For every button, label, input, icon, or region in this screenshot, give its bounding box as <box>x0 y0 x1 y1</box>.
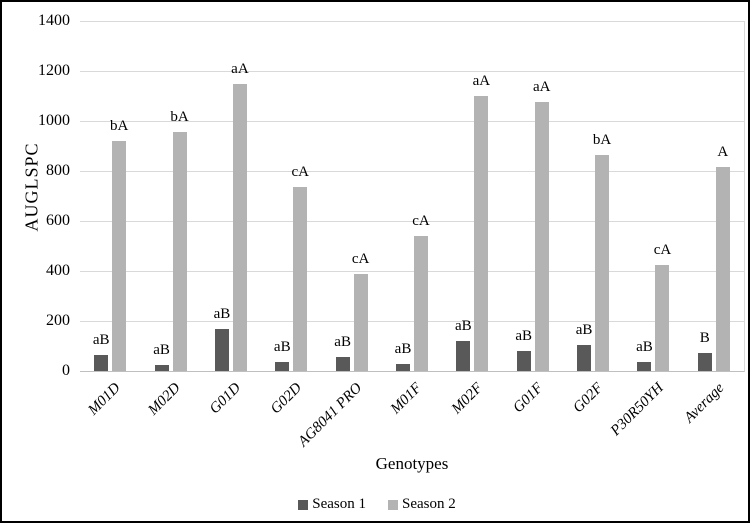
bar-season1-m02f <box>456 341 471 371</box>
x-category-label-m01d: M01D <box>85 380 124 419</box>
sig-label-season2-g02d: cA <box>291 164 310 181</box>
bar-season2-p30r50yh <box>655 264 670 371</box>
sig-label-season1-g01d: aB <box>213 305 231 322</box>
x-category-label-m02d: M02D <box>145 380 184 419</box>
sig-label-season2-p30r50yh: cA <box>653 241 672 258</box>
bar-season1-ag8041-pro <box>335 357 350 371</box>
x-category-label-g01d: G01D <box>206 380 245 418</box>
sig-label-season2-ag8041-pro: cA <box>351 250 370 267</box>
bar-season2-m01d <box>112 141 127 371</box>
sig-label-season1-m02d: aB <box>153 341 170 358</box>
bar-season1-average <box>697 353 712 371</box>
bar-season2-m02f <box>474 96 489 371</box>
y-tick-label-600: 600 <box>46 212 70 229</box>
sig-label-season2-g02f: bA <box>592 131 612 148</box>
x-category-label-average: Average <box>681 380 728 427</box>
sig-label-season2-m01d: bA <box>110 118 129 134</box>
legend: Season 1 Season 2 <box>2 496 748 513</box>
bar-season1-m02d <box>154 364 169 371</box>
bar-season1-g02d <box>275 362 290 371</box>
sig-label-season2-m01f: cA <box>412 213 430 229</box>
y-tick-label-1000: 1000 <box>38 112 70 129</box>
bar-season2-m02d <box>172 132 187 371</box>
bar-season2-g02d <box>293 187 308 371</box>
y-tick-label-400: 400 <box>46 262 70 279</box>
y-tick-label-1200: 1200 <box>38 62 70 79</box>
gridline-y-1200 <box>80 71 744 72</box>
y-tick-label-1400: 1400 <box>38 12 70 29</box>
y-tick-label-0: 0 <box>62 362 70 379</box>
bar-season1-m01d <box>94 354 109 371</box>
bar-season1-g02f <box>577 344 592 371</box>
sig-label-season1-p30r50yh: aB <box>636 338 653 355</box>
gridline-y-200 <box>80 321 744 322</box>
y-tick-label-200: 200 <box>46 312 70 329</box>
gridline-y-600 <box>80 221 744 222</box>
gridline-y-400 <box>80 271 744 272</box>
gridline-y-1000 <box>80 121 744 122</box>
sig-label-season1-average: B <box>699 330 710 346</box>
season2-swatch-icon <box>388 499 398 510</box>
gridline-y-800 <box>80 171 744 172</box>
sig-label-season1-ag8041-pro: aB <box>334 334 351 351</box>
x-category-label-m02f: M02F <box>448 380 486 418</box>
x-category-label-g02f: G02F <box>570 380 607 417</box>
sig-label-season2-m02f: aA <box>472 73 491 89</box>
bar-season2-ag8041-pro <box>353 273 368 371</box>
bar-season1-g01f <box>516 351 531 371</box>
x-category-label-m01f: M01F <box>388 380 426 418</box>
sig-label-season1-g01f: aB <box>515 328 533 344</box>
sig-label-season1-m01f: aB <box>394 341 412 357</box>
bar-season2-m01f <box>414 236 428 371</box>
y-tick-label-800: 800 <box>46 162 70 179</box>
legend-entry-season2: Season 2 <box>388 496 456 513</box>
sig-label-season1-m01d: aB <box>92 331 110 348</box>
gridline-y-1400 <box>80 21 744 22</box>
x-axis-title: Genotypes <box>375 454 449 473</box>
bar-season1-g01d <box>214 328 229 371</box>
sig-label-season1-m02f: aB <box>455 318 472 334</box>
legend-label-season2: Season 2 <box>402 496 456 512</box>
legend-entry-season1: Season 1 <box>298 496 366 513</box>
bar-season2-average <box>715 167 730 371</box>
sig-label-season1-g02f: aB <box>575 321 593 338</box>
x-category-label-g01f: G01F <box>509 380 547 417</box>
legend-label-season1: Season 1 <box>312 496 366 512</box>
sig-label-season2-g01f: aA <box>532 79 551 96</box>
bar-season2-g01d <box>232 83 247 371</box>
x-category-label-p30r50yh: P30R50YH <box>607 380 667 440</box>
season1-swatch-icon <box>298 499 309 510</box>
sig-label-season2-g01d: aA <box>231 60 249 77</box>
bar-season2-g01f <box>534 102 549 371</box>
bar-season1-p30r50yh <box>637 361 652 371</box>
bar-season1-m01f <box>396 364 410 371</box>
x-category-label-g02d: G02D <box>267 380 305 418</box>
sig-label-season2-m02d: bA <box>170 109 189 126</box>
bar-season2-g02f <box>595 154 610 371</box>
sig-label-season2-average: A <box>717 144 729 161</box>
sig-label-season1-g02d: aB <box>273 339 291 356</box>
